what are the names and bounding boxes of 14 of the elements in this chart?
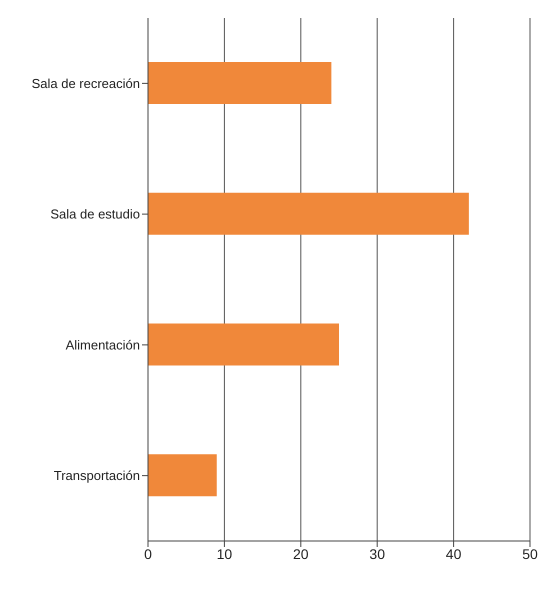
- x-tick-label: 20: [293, 546, 309, 562]
- x-tick-label: 10: [216, 546, 232, 562]
- bar: [148, 192, 469, 235]
- bar: [148, 62, 332, 104]
- bar: [148, 324, 339, 366]
- x-tick-label: 50: [522, 546, 538, 562]
- x-tick-label: 0: [144, 546, 152, 562]
- y-tick-label: Transportación: [54, 468, 140, 484]
- bar: [148, 454, 217, 496]
- x-tick-label: 40: [446, 546, 462, 562]
- x-tick-label: 30: [369, 546, 386, 562]
- y-tick-label: Sala de recreación: [32, 76, 140, 91]
- y-tick-label: Alimentación: [66, 337, 140, 352]
- y-tick-label: Sala de estudio: [50, 206, 140, 222]
